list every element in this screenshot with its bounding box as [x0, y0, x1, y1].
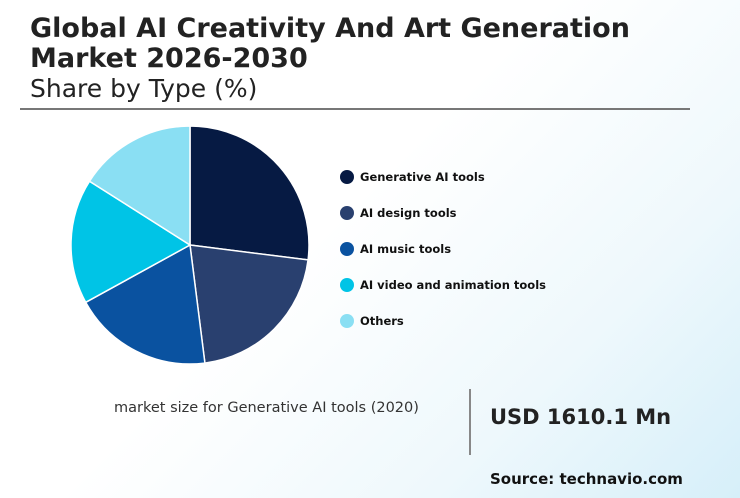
legend-label: AI design tools	[360, 206, 457, 220]
legend-swatch	[340, 278, 354, 292]
pie-chart	[70, 125, 310, 365]
legend-swatch	[340, 170, 354, 184]
legend-item-ai-music-tools: AI music tools	[340, 242, 546, 278]
legend-item-generative-ai-tools: Generative AI tools	[340, 170, 546, 206]
legend-swatch	[340, 314, 354, 328]
source-credit: Source: technavio.com	[490, 470, 683, 488]
chart-title: Global AI Creativity And Art Generation …	[30, 13, 630, 74]
pie-slice-ai-video-and-animation-tools	[70, 180, 192, 304]
chart-legend: Generative AI tools AI design tools AI mus…	[340, 170, 546, 350]
legend-item-others: Others	[340, 314, 546, 350]
header-divider	[20, 108, 690, 110]
legend-item-ai-video-and-animation-tools: AI video and animation tools	[340, 278, 546, 314]
legend-item-ai-design-tools: AI design tools	[340, 206, 546, 242]
legend-label: AI video and animation tools	[360, 278, 546, 292]
stat-divider	[469, 389, 471, 455]
stat-label: market size for Generative AI tools (202…	[114, 400, 419, 416]
legend-label: AI music tools	[360, 242, 452, 256]
pie-slice-generative-ai-tools	[189, 125, 310, 261]
pie-slice-others	[88, 125, 191, 247]
stat-value: USD 1610.1 Mn	[490, 405, 672, 429]
legend-label: Generative AI tools	[360, 170, 485, 184]
legend-label: Others	[360, 314, 404, 328]
legend-swatch	[340, 242, 354, 256]
legend-swatch	[340, 206, 354, 220]
pie-slice-ai-design-tools	[189, 244, 309, 364]
chart-subtitle: Share by Type (%)	[30, 74, 258, 103]
pie-slice-ai-music-tools	[84, 243, 206, 365]
